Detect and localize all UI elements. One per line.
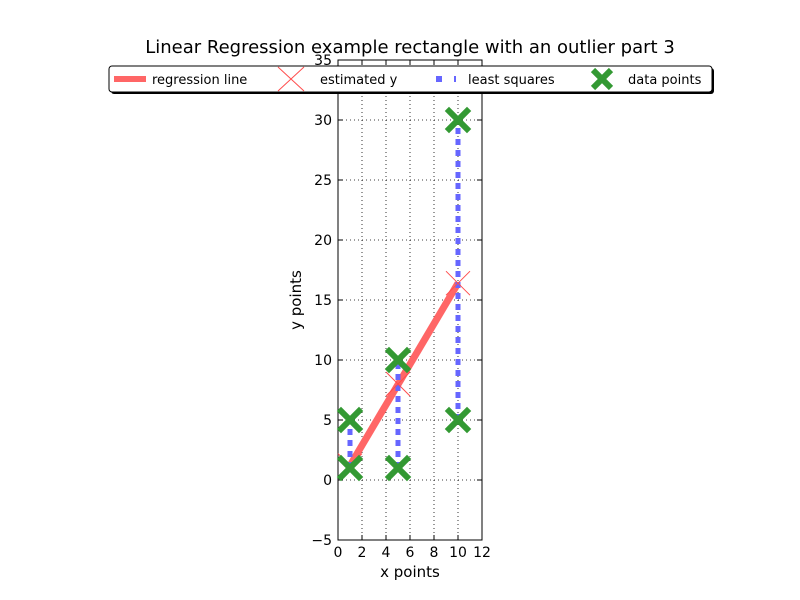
data-point-marker [444,106,472,134]
chart-title: Linear Regression example rectangle with… [145,37,675,58]
y-tick-label: 25 [314,173,332,189]
estimated-y-marker [385,371,411,397]
legend-item: least squares [436,73,555,88]
series-layer [336,106,472,482]
legend: regression line estimated y least squares d… [108,65,714,94]
y-tick-label: 15 [314,293,332,309]
x-tick-label: 2 [358,545,367,561]
x-tick-label: 4 [382,545,391,561]
y-tick-label: 0 [323,473,332,489]
legend-label: data points [628,73,702,88]
legend-swatch-data-points [590,67,614,91]
y-tick-label: 10 [314,353,332,369]
x-tick-label: 12 [473,545,491,561]
regression-line [346,281,462,468]
legend-label: regression line [152,73,247,88]
y-tick-label: 5 [323,413,332,429]
y-axis-label: y points [287,270,305,330]
x-tick-label: 10 [449,545,467,561]
data-point-marker [384,454,412,482]
y-tick-label: 35 [314,53,332,69]
legend-box [108,65,713,93]
x-tick-label: 6 [406,545,415,561]
legend-item: estimated y [277,66,398,92]
legend-label: estimated y [320,73,398,88]
y-tick-label: 20 [314,233,332,249]
data-point-marker [384,346,412,374]
legend-swatch-estimated [277,66,305,92]
legend-item: regression line [114,73,247,88]
x-tick-label: 8 [430,545,439,561]
legend-item: data points [590,67,702,91]
data-point-marker [444,406,472,434]
legend-label: least squares [468,73,555,88]
data-point-marker [336,454,364,482]
y-tick-label: 30 [314,113,332,129]
y-tick-label: −5 [311,533,332,549]
estimated-y-marker [445,270,471,296]
x-tick-label: 0 [334,545,343,561]
data-point-marker [336,406,364,434]
x-axis-label: x points [380,563,440,581]
